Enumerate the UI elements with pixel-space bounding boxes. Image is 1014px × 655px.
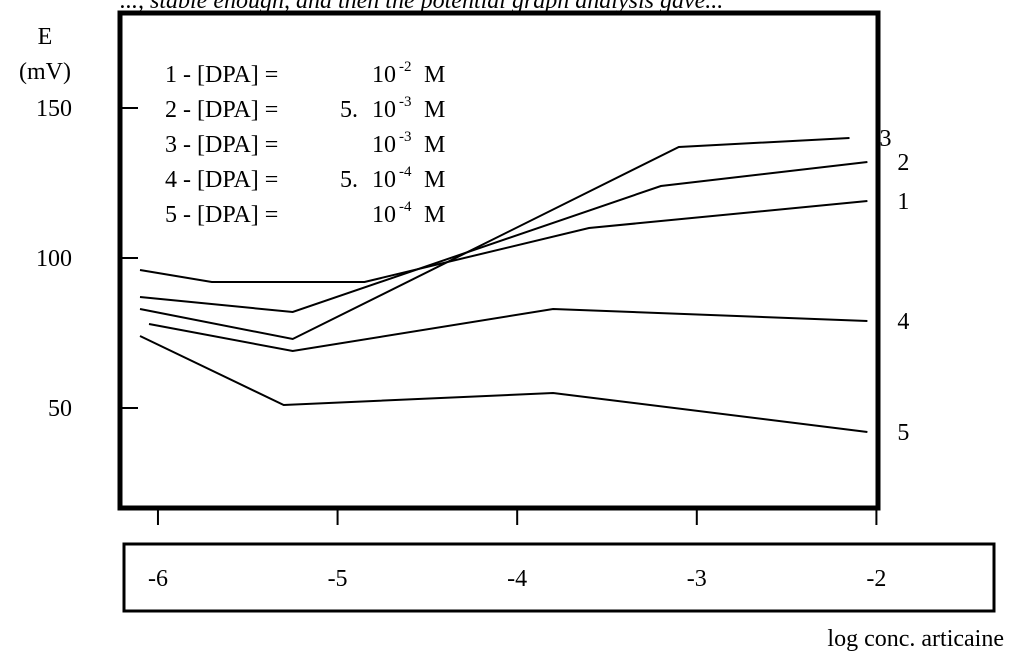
y-axis-unit: (mV) <box>19 59 71 85</box>
legend-item-4-base: 10 <box>372 167 396 193</box>
series-label-2: 2 <box>897 150 909 176</box>
legend-item-2-exp: -3 <box>399 94 412 110</box>
x-axis-tick-labels: -6 -5 -4 -3 -2 <box>148 566 886 592</box>
legend-item-1-exp: -2 <box>399 59 412 75</box>
x-tick-label--3: -3 <box>687 566 707 592</box>
legend-item-4-exp: -4 <box>399 164 412 180</box>
legend-item-3-exp: -3 <box>399 129 412 145</box>
series-label-4: 4 <box>897 309 909 335</box>
series-line-5 <box>139 335 868 433</box>
legend-item-1-base: 10 <box>372 62 396 88</box>
legend-item-1-name: 1 - [DPA] = <box>165 62 278 88</box>
legend-item-3-base: 10 <box>372 132 396 158</box>
x-axis-box <box>122 542 996 613</box>
legend-item-3-unit: M <box>424 132 445 158</box>
x-tick-label--6: -6 <box>148 566 168 592</box>
x-tick-label--4: -4 <box>507 566 527 592</box>
series-label-3: 3 <box>879 126 891 152</box>
legend: 1 - [DPA] = 10 -2 M2 - [DPA] = 5. 10 -3 M3… <box>165 59 445 228</box>
legend-item-2-name: 2 - [DPA] = <box>165 97 278 123</box>
legend-item-1-unit: M <box>424 62 445 88</box>
legend-item-4-name: 4 - [DPA] = <box>165 167 278 193</box>
y-tick-label-150: 150 <box>36 96 72 122</box>
legend-item-4-coef: 5. <box>340 167 358 193</box>
x-axis-label: log conc. articaine <box>827 626 1004 652</box>
legend-item-5-unit: M <box>424 202 445 228</box>
legend-item-5-base: 10 <box>372 202 396 228</box>
legend-item-2-base: 10 <box>372 97 396 123</box>
legend-item-4-unit: M <box>424 167 445 193</box>
series-line-1 <box>139 200 868 283</box>
series-label-1: 1 <box>897 189 909 215</box>
series-line-4 <box>148 307 868 353</box>
series-label-5: 5 <box>897 420 909 446</box>
series-line-2 <box>139 161 868 314</box>
legend-item-3-name: 3 - [DPA] = <box>165 132 278 158</box>
y-axis-label: E <box>38 24 53 50</box>
x-axis-ticks <box>156 510 878 525</box>
legend-item-2-unit: M <box>424 97 445 123</box>
legend-item-2-coef: 5. <box>340 97 358 123</box>
x-tick-label--5: -5 <box>328 566 348 592</box>
legend-item-5-name: 5 - [DPA] = <box>165 202 278 228</box>
y-axis-ticks: 50 100 150 <box>36 96 138 422</box>
y-tick-label-100: 100 <box>36 246 72 272</box>
y-tick-label-50: 50 <box>48 396 72 422</box>
series-line-3 <box>139 137 850 341</box>
plot-frame <box>117 10 881 511</box>
legend-item-5-exp: -4 <box>399 199 412 215</box>
x-tick-label--2: -2 <box>866 566 886 592</box>
